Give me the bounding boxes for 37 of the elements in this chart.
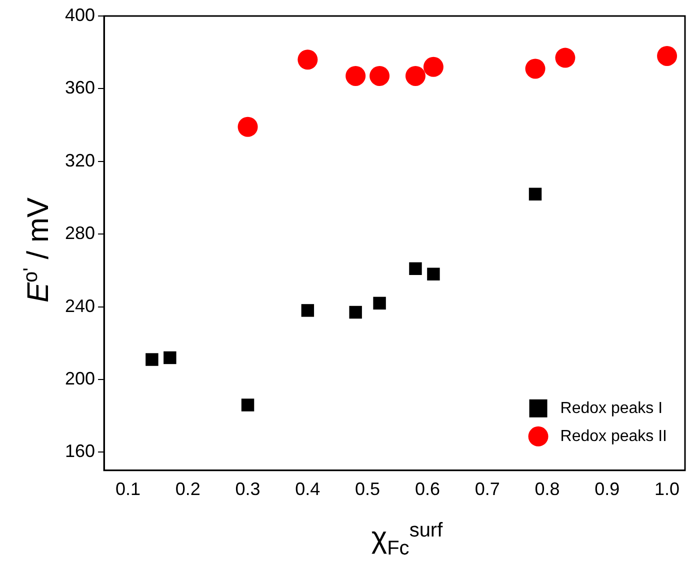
x-tick-label: 1.0 <box>654 479 680 500</box>
point <box>349 306 362 319</box>
x-tick-label: 0.3 <box>235 479 260 500</box>
x-tick-label: 0.4 <box>295 479 320 500</box>
point <box>555 48 576 68</box>
point <box>657 46 678 66</box>
point <box>373 296 386 310</box>
x-tick-label: 0.1 <box>115 479 141 500</box>
point <box>409 262 422 276</box>
point <box>146 353 158 366</box>
x-tick-label: 0.8 <box>534 479 560 500</box>
point <box>238 116 258 137</box>
point <box>370 66 390 86</box>
point <box>346 66 366 86</box>
y-tick-label: 400 <box>64 4 96 25</box>
point <box>405 66 426 86</box>
y-tick-label: 280 <box>64 223 96 244</box>
y-tick-label: 200 <box>64 368 96 388</box>
point <box>241 398 254 412</box>
point <box>528 188 542 200</box>
point <box>427 268 440 280</box>
x-tick-label: 0.5 <box>355 479 380 500</box>
point <box>525 58 546 79</box>
point <box>423 56 444 77</box>
point <box>298 50 318 70</box>
legend-label: Redox peaks I <box>560 400 663 417</box>
x-tick-label: 0.7 <box>474 479 500 500</box>
x-tick-label: 0.9 <box>594 479 620 500</box>
x-tick-label: 0.2 <box>175 479 200 500</box>
y-tick-label: 240 <box>64 296 96 316</box>
point <box>301 304 314 317</box>
y-tick-label: 160 <box>64 441 96 462</box>
legend-label: Redox peaks II <box>560 428 668 445</box>
x-tick-label: 0.6 <box>414 479 440 500</box>
point <box>164 351 176 364</box>
y-tick-label: 320 <box>64 150 96 170</box>
y-tick-label: 360 <box>64 78 96 98</box>
